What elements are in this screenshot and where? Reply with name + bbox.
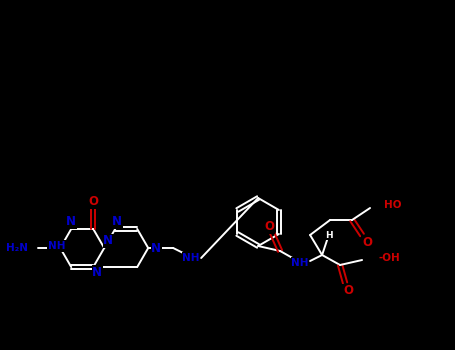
Text: N: N — [48, 241, 58, 254]
Text: NH: NH — [47, 241, 65, 251]
Text: NH: NH — [182, 253, 200, 263]
Text: N: N — [112, 216, 122, 229]
Text: O: O — [264, 220, 274, 233]
Text: -OH: -OH — [378, 253, 400, 263]
Text: N: N — [103, 234, 113, 247]
Text: O: O — [362, 236, 372, 248]
Text: N: N — [92, 266, 102, 279]
Text: N: N — [66, 216, 76, 229]
Text: H₂N: H₂N — [6, 243, 28, 253]
Text: N: N — [151, 241, 161, 254]
Text: H: H — [325, 231, 333, 239]
Text: HO: HO — [384, 200, 402, 210]
Text: NH: NH — [291, 258, 309, 268]
Text: O: O — [343, 285, 353, 297]
Text: O: O — [88, 195, 98, 209]
